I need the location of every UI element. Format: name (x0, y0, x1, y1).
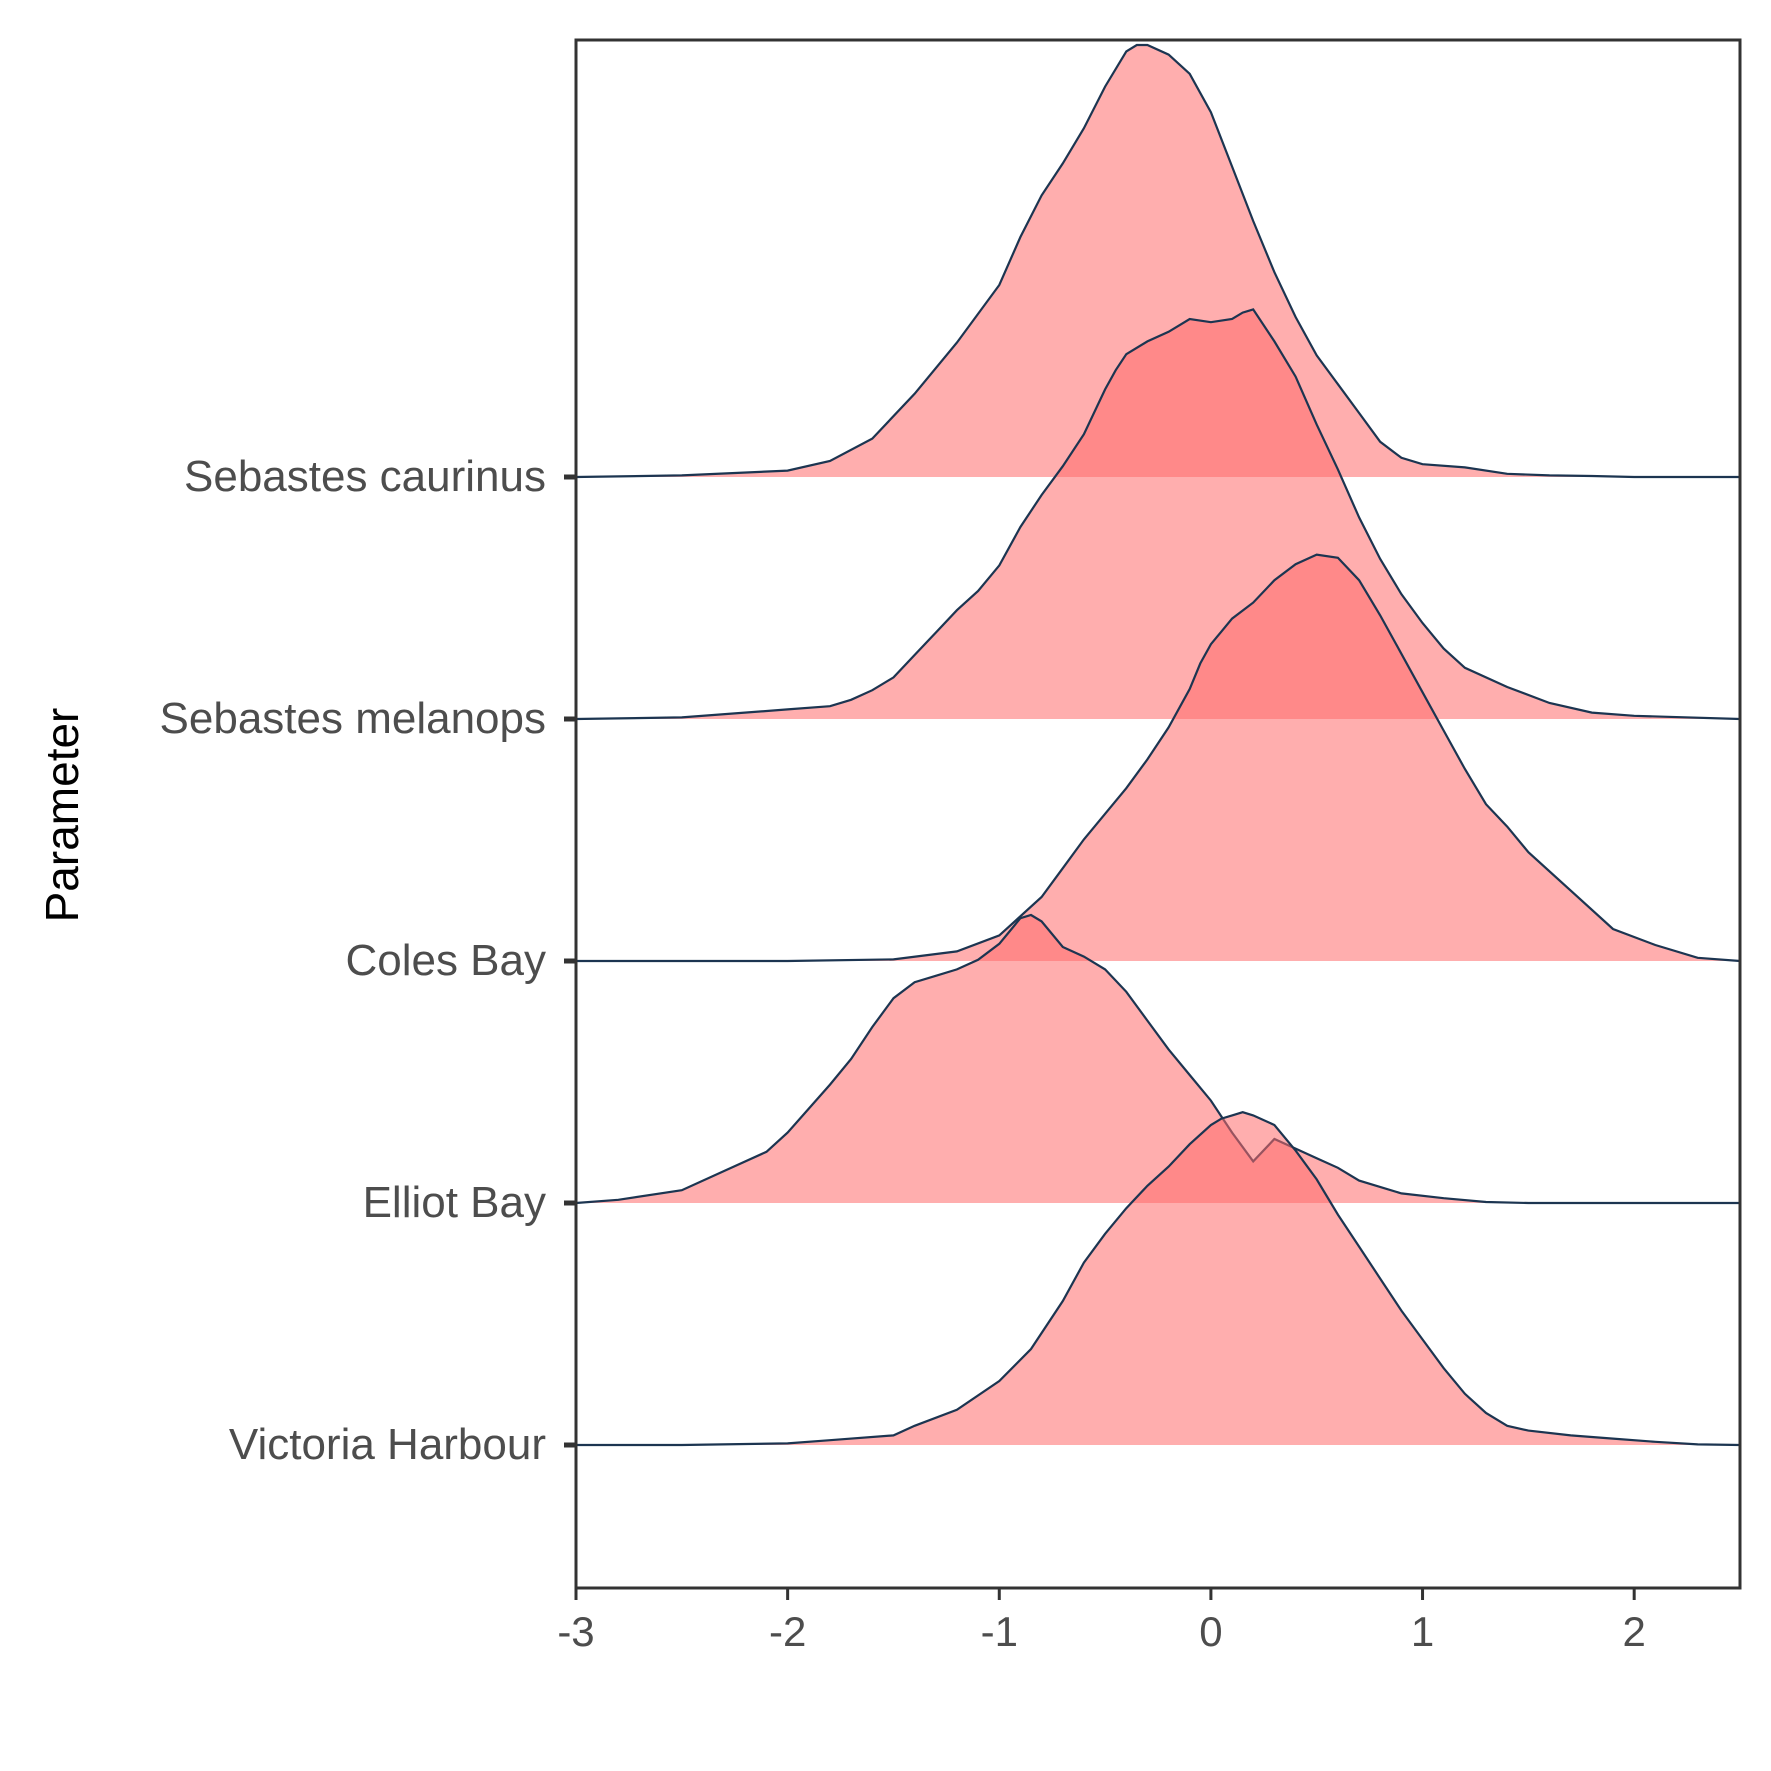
ridge-line-victoria-harbour (576, 1111, 1741, 1447)
y-tick-label-sebastes-melanops: Sebastes melanops (160, 694, 546, 743)
y-tick-label-victoria-harbour: Victoria Harbour (229, 1420, 546, 1469)
ridges-layer (575, 43, 1741, 1447)
plot-panel-border (574, 38, 1742, 1590)
y-axis-title: Parameter (36, 708, 88, 923)
ridge-area-sebastes-melanops (576, 309, 1740, 719)
ridge-sebastes-melanops (575, 308, 1741, 721)
ridge-sebastes-caurinus (575, 43, 1740, 479)
ridge-elliot-bay (575, 913, 1740, 1205)
x-tick-label: 2 (1623, 1608, 1646, 1655)
ridge-area-sebastes-caurinus (576, 45, 1740, 477)
x-tick-label: 1 (1411, 1608, 1434, 1655)
ridge-line-coles-bay (576, 553, 1741, 963)
x-tick-label: -3 (557, 1608, 594, 1655)
ridge-coles-bay (576, 553, 1741, 963)
ridge-line-sebastes-caurinus (575, 43, 1740, 479)
ridge-line-sebastes-melanops (575, 308, 1741, 721)
ridge-area-victoria-harbour (576, 1112, 1740, 1445)
y-tick-label-elliot-bay: Elliot Bay (363, 1178, 546, 1227)
y-axis: Sebastes caurinus Sebastes melanops Coles … (160, 452, 576, 1469)
x-tick-label: 0 (1199, 1608, 1222, 1655)
y-tick-label-sebastes-caurinus: Sebastes caurinus (184, 452, 546, 501)
x-tick-label: -2 (769, 1608, 806, 1655)
x-axis: -3 -2 -1 0 1 2 (557, 1588, 1646, 1655)
y-tick-label-coles-bay: Coles Bay (345, 936, 546, 985)
x-tick-label: -1 (981, 1608, 1018, 1655)
ridge-area-coles-bay (576, 554, 1740, 961)
ridge-line-elliot-bay (575, 913, 1740, 1205)
ridge-victoria-harbour (576, 1111, 1741, 1447)
ridge-area-elliot-bay (576, 915, 1740, 1203)
